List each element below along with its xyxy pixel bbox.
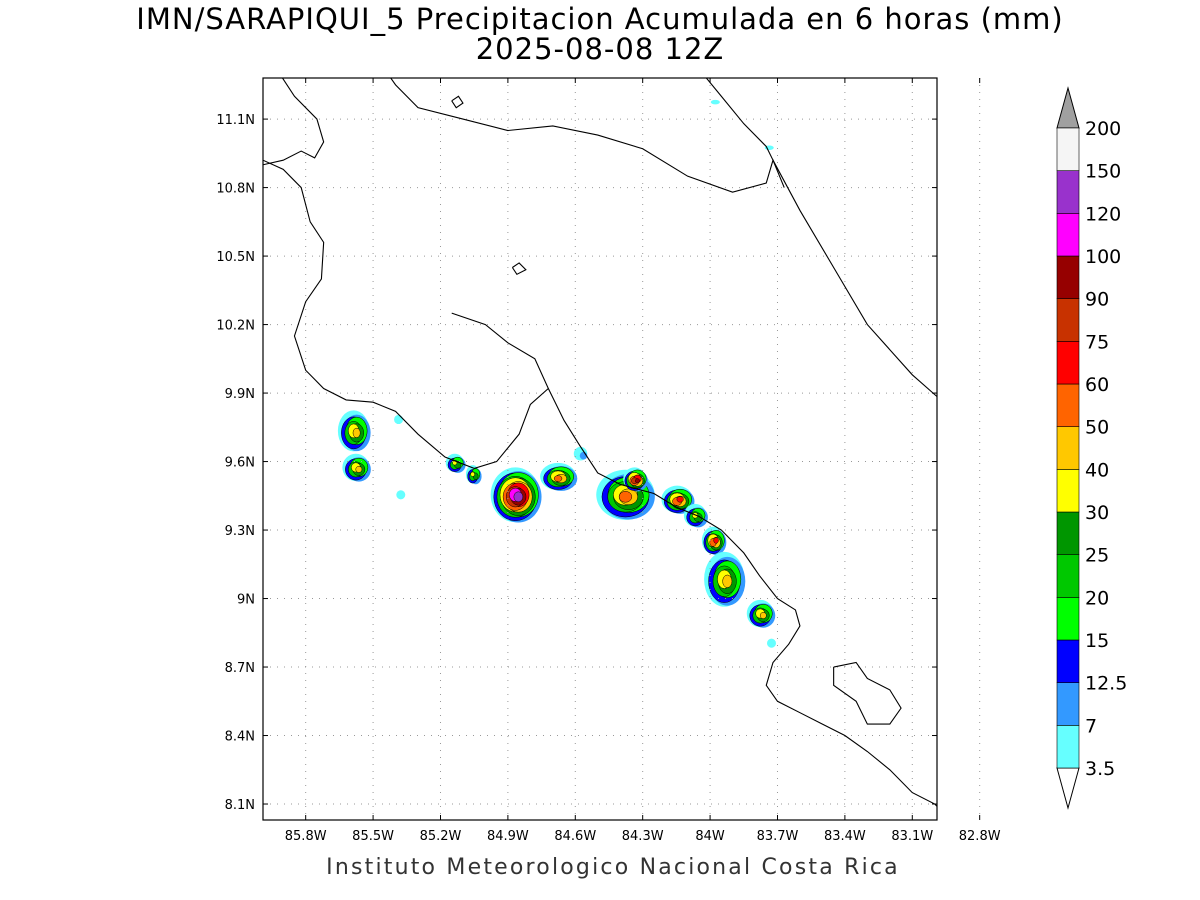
- legend-label: 3.5: [1085, 758, 1115, 780]
- legend-swatch: [1056, 213, 1080, 257]
- legend-label: 120: [1085, 203, 1121, 225]
- legend-swatch: [1056, 426, 1080, 470]
- legend-swatch: [1056, 639, 1080, 683]
- precip-cell: [465, 465, 482, 485]
- x-tick-label: 84.3W: [622, 829, 664, 844]
- grid-lines: [263, 78, 981, 820]
- precip-cell: [767, 638, 776, 648]
- legend-label: 50: [1085, 417, 1109, 439]
- map-title: IMN/SARAPIQUI_5 Precipitacion Acumulada …: [136, 2, 1064, 36]
- coast-segment: [772, 159, 937, 398]
- precip-cell: [710, 99, 720, 105]
- precip-cell: [623, 467, 648, 492]
- y-tick-label: 9.9N: [225, 387, 255, 402]
- precip-cell: [701, 526, 727, 555]
- y-tick-label: 9N: [237, 593, 255, 608]
- x-tick-label: 82.8W: [959, 829, 1001, 844]
- coast-segment: [511, 262, 527, 276]
- x-tick-label: 83.1W: [891, 829, 933, 844]
- footer-credit: Instituto Meteorologico Nacional Costa R…: [326, 855, 900, 880]
- legend-label: 7: [1085, 715, 1097, 737]
- legend-label: 12.5: [1085, 673, 1127, 695]
- legend-label: 25: [1085, 545, 1109, 567]
- y-tick-label: 10.8N: [216, 182, 255, 197]
- legend-swatch: [1056, 170, 1080, 214]
- x-tick-label: 83.7W: [757, 829, 799, 844]
- legend-arrow-top: [1056, 86, 1080, 129]
- coast-segment: [451, 95, 464, 109]
- precip-cell: [661, 485, 695, 514]
- x-tick-label: 85.8W: [285, 829, 327, 844]
- precip-cell: [445, 453, 466, 473]
- x-tick-label: 84.9W: [487, 829, 529, 844]
- precip-cell: [342, 453, 371, 482]
- legend-label: 90: [1085, 289, 1109, 311]
- legend-label: 150: [1085, 161, 1121, 183]
- legend-swatch: [1056, 255, 1080, 299]
- legend-swatch: [1056, 597, 1080, 641]
- legend-arrow-bottom: [1056, 767, 1080, 810]
- legend-label: 75: [1085, 331, 1109, 353]
- legend-swatch: [1056, 682, 1080, 726]
- y-tick-label: 9.6N: [225, 456, 255, 471]
- y-tick-label: 10.2N: [216, 319, 255, 334]
- legend-swatch: [1056, 341, 1080, 385]
- coast-segment: [390, 78, 785, 193]
- precipitation-field: [337, 99, 964, 648]
- x-tick-label: 85.5W: [352, 829, 394, 844]
- precip-cell: [396, 490, 406, 500]
- y-tick-label: 8.7N: [225, 661, 255, 676]
- coastline: [263, 78, 1058, 822]
- y-tick-label: 11.1N: [216, 113, 255, 128]
- precip-cell: [540, 462, 578, 491]
- plot-frame: [262, 77, 938, 821]
- precip-cell: [942, 219, 964, 237]
- coast-segment: [833, 661, 902, 725]
- legend-swatch: [1056, 554, 1080, 598]
- coast-segment: [263, 159, 549, 469]
- legend-label: 200: [1085, 118, 1121, 140]
- precip-cell: [704, 551, 746, 607]
- axis-ticks: 85.8W 85.5W 85.2W 84.9W 84.6W 84.3W 84W 83.7W 83…: [216, 78, 1001, 844]
- x-tick-label: 85.2W: [420, 829, 462, 844]
- precip-cell: [394, 414, 404, 425]
- legend-swatch: [1056, 725, 1080, 769]
- x-tick-label: 84.6W: [554, 829, 596, 844]
- color-legend: 3.5 7 12.5 15 20 25 30 40 50 60 75 90 100 120 150 200: [1056, 86, 1127, 810]
- legend-swatch: [1056, 127, 1080, 171]
- legend-label: 30: [1085, 502, 1109, 524]
- legend-label: 100: [1085, 246, 1121, 268]
- y-tick-label: 8.4N: [225, 730, 255, 745]
- legend-label: 40: [1085, 459, 1109, 481]
- x-tick-label: 83.4W: [824, 829, 866, 844]
- legend-swatch: [1056, 298, 1080, 342]
- coast-segment: [957, 466, 1058, 822]
- legend-label: 15: [1085, 630, 1109, 652]
- coast-segment: [263, 78, 325, 166]
- legend-swatch: [1056, 511, 1080, 555]
- legend-label: 20: [1085, 587, 1109, 609]
- coast-segment: [547, 388, 937, 808]
- y-tick-label: 9.3N: [225, 524, 255, 539]
- coast-segment: [705, 78, 774, 161]
- legend-label: 60: [1085, 374, 1109, 396]
- legend-swatch: [1056, 383, 1080, 427]
- y-tick-label: 10.5N: [216, 250, 255, 265]
- map-subtitle-date: 2025-08-08 12Z: [475, 32, 725, 66]
- legend-swatch: [1056, 469, 1080, 513]
- precip-cell: [490, 467, 542, 523]
- x-tick-label: 84W: [695, 829, 725, 844]
- precip-cell: [746, 599, 776, 628]
- precip-cell: [337, 410, 371, 452]
- y-tick-label: 8.1N: [225, 798, 255, 813]
